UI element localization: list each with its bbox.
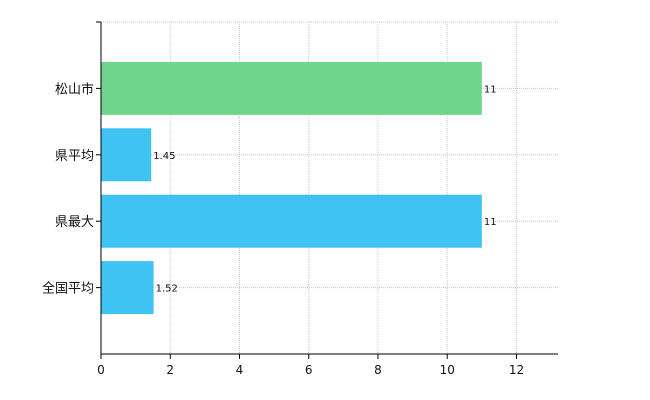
bar (101, 194, 482, 248)
category-label: 県最大 (55, 215, 94, 230)
bar (101, 61, 482, 115)
data-label: 11 (484, 217, 497, 228)
x-tick-label: 12 (509, 363, 524, 377)
x-tick-label: 4 (236, 363, 244, 377)
x-tick-label: 2 (166, 363, 174, 377)
bars (101, 61, 482, 315)
x-tick-label: 10 (440, 363, 455, 377)
category-label: 全国平均 (42, 281, 94, 297)
category-label: 松山市 (55, 81, 94, 97)
x-tick-label: 0 (97, 363, 105, 377)
data-label: 1.52 (156, 284, 178, 295)
data-label: 1.45 (153, 151, 175, 162)
category-label: 県平均 (55, 149, 94, 164)
axes (96, 21, 558, 359)
bar (101, 128, 152, 182)
data-label: 11 (484, 84, 497, 95)
bar (101, 261, 154, 315)
x-tick-label: 8 (374, 363, 382, 377)
labels: 0 2 4 6 8 10 12 松山市 11 県平均 1.45 県最大 11 全国平均 1.52 (42, 81, 524, 377)
x-tick-label: 6 (305, 363, 313, 377)
